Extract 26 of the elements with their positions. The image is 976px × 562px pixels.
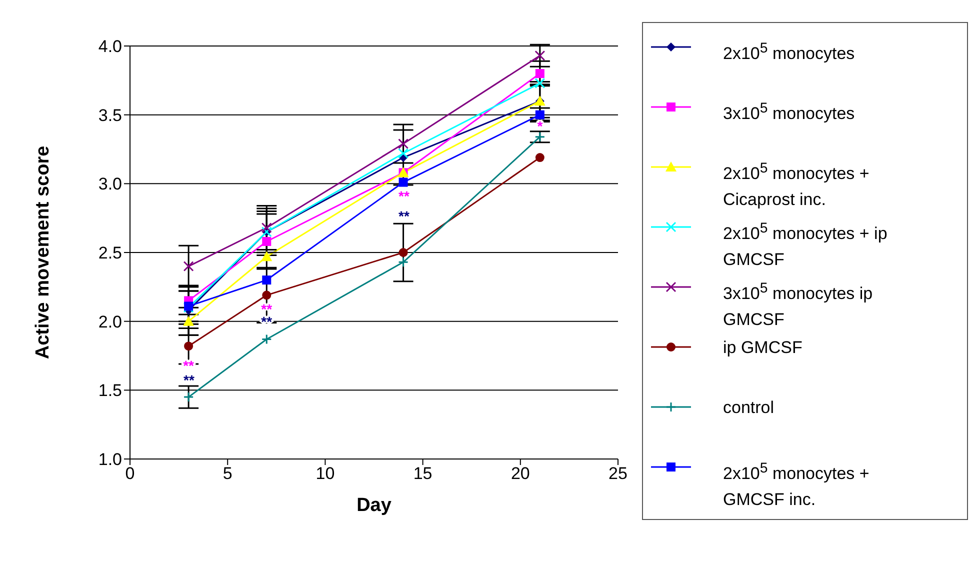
x-tick-label: 20 <box>510 464 530 484</box>
y-tick-label: 3.0 <box>98 174 122 194</box>
annotation: ** <box>183 357 195 374</box>
legend-label: 3x10$^{5}$ monocytes <box>723 100 855 123</box>
x-tick-label: 25 <box>608 464 628 484</box>
annotation: * <box>537 118 544 134</box>
x-tick-label: 0 <box>125 464 135 484</box>
x-tick-label: 15 <box>413 464 432 484</box>
y-tick-label: 1.0 <box>98 450 122 470</box>
legend-label: 2x10$^{5}$ monocytes <box>723 40 855 63</box>
legend-label: ip GMCSF <box>723 338 802 357</box>
y-tick-label: 3.5 <box>98 106 122 125</box>
annotation: ** <box>184 372 194 388</box>
legend-label: control <box>723 398 774 417</box>
x-axis-title: Day <box>356 495 392 516</box>
x-tick-label: 10 <box>316 464 335 484</box>
y-tick-label: 1.5 <box>98 381 122 400</box>
y-tick-label: 4.0 <box>98 37 122 56</box>
legend-label: 2x10$^{5}$ monocytes + Cicaprost inc. <box>723 160 870 209</box>
x-tick-label: 5 <box>222 464 232 484</box>
y-tick-label: 2.0 <box>98 312 122 332</box>
y-tick-label: 2.5 <box>98 244 122 263</box>
legend-label: 2x10$^{5}$ monocytes + GMCSF inc. <box>723 460 870 509</box>
y-axis-title: Active movement score <box>32 146 54 360</box>
annotation: ** <box>398 208 410 224</box>
annotation: ** <box>398 188 410 204</box>
